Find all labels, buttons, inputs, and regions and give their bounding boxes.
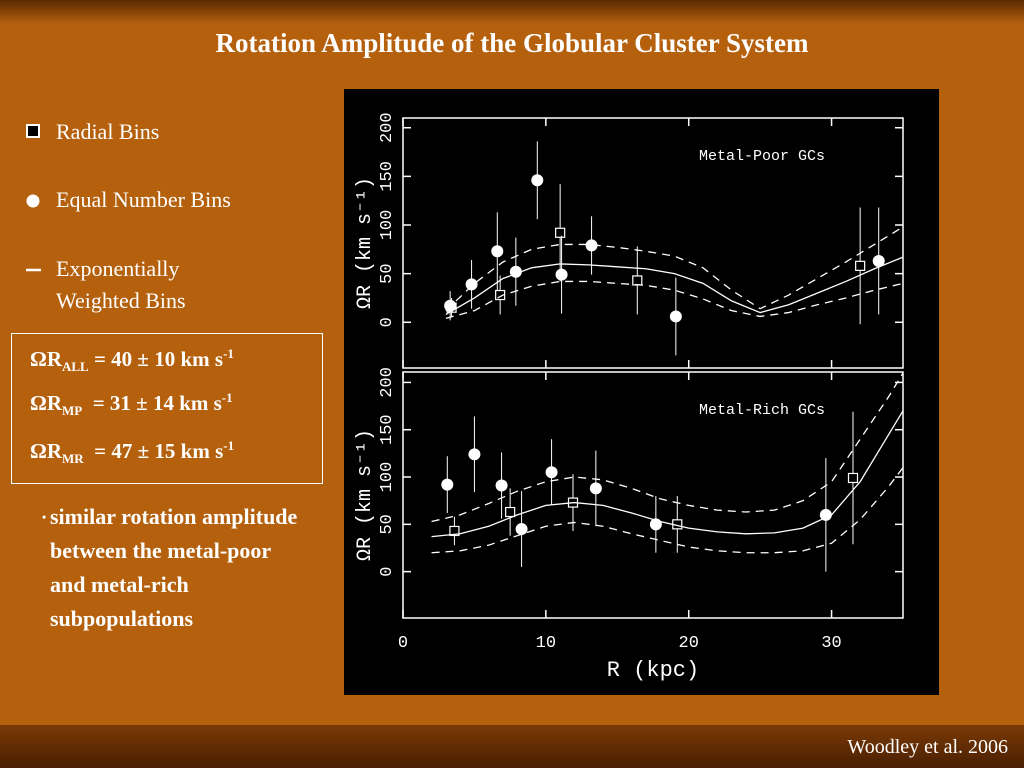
- eq-rest: = 31 ± 14 km s: [82, 391, 222, 415]
- legend-text: Radial Bins: [56, 119, 160, 144]
- x-tick-label: 20: [679, 634, 699, 653]
- point: [669, 310, 682, 323]
- model-lower: [445, 280, 904, 320]
- legend-circle: [26, 194, 40, 208]
- eq-sup: -1: [223, 346, 234, 361]
- legend-square: [26, 124, 40, 138]
- equation: ΩRMR = 47 ± 15 km s-1: [30, 438, 234, 467]
- point: [449, 525, 460, 537]
- y-tick-label: 50: [378, 514, 397, 534]
- equation: ΩRMP = 31 ± 14 km s-1: [30, 390, 233, 419]
- point: [505, 506, 516, 518]
- point: [495, 479, 508, 492]
- eq-sup: -1: [221, 390, 233, 405]
- y-tick-label: 150: [378, 161, 397, 192]
- eq-rest: = 40 ± 10 km s: [88, 347, 224, 371]
- plot-frame: [402, 371, 904, 619]
- panel-annotation: Metal-Poor GCs: [699, 148, 825, 165]
- y-tick-label: 0: [378, 317, 397, 327]
- bottom-bar: [0, 725, 1024, 768]
- y-tick-label: 200: [378, 112, 397, 143]
- chart-background: [344, 89, 939, 695]
- point: [465, 278, 478, 291]
- eq-main: ΩR: [30, 347, 62, 371]
- y-tick-label: 100: [378, 210, 397, 241]
- eq-sub: MR: [61, 451, 84, 467]
- eq-main: ΩR: [30, 439, 62, 463]
- x-tick-label: 0: [398, 634, 408, 653]
- point: [545, 466, 558, 479]
- slide-title: Rotation Amplitude of the Globular Clust…: [215, 28, 809, 58]
- top-bar: [0, 0, 1024, 24]
- point: [468, 448, 481, 461]
- point: [555, 227, 566, 238]
- eq-sup: -1: [223, 438, 235, 453]
- model-upper: [445, 226, 904, 312]
- point: [441, 478, 454, 491]
- x-tick-label: 10: [536, 634, 556, 653]
- eq-main: ΩR: [30, 391, 62, 415]
- legend-dash: [26, 268, 41, 272]
- eq-rest: = 47 ± 15 km s: [83, 439, 224, 463]
- point: [585, 239, 598, 252]
- y-tick-label: 200: [378, 367, 397, 398]
- legend-text: Equal Number Bins: [56, 187, 231, 212]
- eq-sub: ALL: [61, 359, 89, 375]
- point: [819, 508, 832, 521]
- point: [515, 523, 528, 536]
- x-tick-label: 30: [821, 634, 841, 653]
- point: [872, 254, 885, 267]
- point: [855, 260, 866, 271]
- panel-annotation: Metal-Rich GCs: [699, 402, 825, 419]
- point: [632, 275, 643, 286]
- plot-frame: [402, 117, 904, 369]
- bullet-text: similar rotation amplitude between the m…: [50, 504, 298, 631]
- point: [589, 482, 602, 495]
- eq-sub: MP: [61, 403, 83, 419]
- point: [555, 268, 568, 281]
- y-tick-label: 50: [378, 263, 397, 283]
- x-axis-label: R (kpc): [607, 658, 699, 683]
- point: [531, 174, 544, 187]
- equation: ΩRALL = 40 ± 10 km s-1: [30, 346, 234, 375]
- model-line: [445, 256, 904, 316]
- legend-text: Exponentially Weighted Bins: [56, 256, 186, 313]
- model-line: [431, 410, 904, 538]
- model-upper: [431, 372, 904, 523]
- y-axis-label: ΩR (km s⁻¹): [354, 177, 377, 309]
- y-tick-label: 100: [378, 462, 397, 493]
- y-tick-label: 0: [378, 567, 397, 577]
- bullet: • similar rotation amplitude between the …: [42, 504, 298, 631]
- citation: Woodley et al. 2006: [847, 736, 1008, 758]
- point: [491, 245, 504, 258]
- point: [847, 472, 859, 484]
- y-tick-label: 150: [378, 414, 397, 445]
- y-axis-label: ΩR (km s⁻¹): [354, 429, 377, 561]
- result-box: ΩRALL = 40 ± 10 km s-1 ΩRMP = 31 ± 14 km…: [11, 333, 323, 484]
